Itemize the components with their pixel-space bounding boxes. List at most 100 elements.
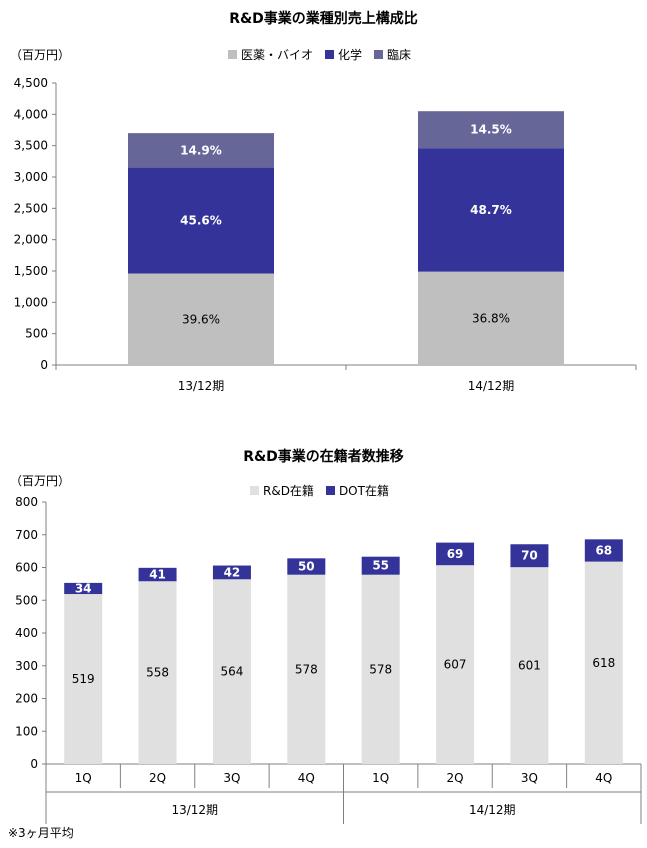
legend-label: 医薬・バイオ [241,48,314,62]
data-label: 34 [75,581,92,595]
x-tick-label: 14/12期 [468,379,515,393]
data-label: 607 [444,658,467,672]
y-tick-label: 300 [15,659,38,673]
x-tick-label: 4Q [595,771,612,785]
bar-segment [361,556,400,575]
data-label: 564 [220,665,243,679]
legend-swatch [325,486,335,495]
footnote: ※3ヶ月平均 [8,826,74,840]
bar-segment [510,567,549,764]
data-label: 558 [146,666,169,680]
x-tick-label: 2Q [149,771,166,785]
bar-segment [436,565,475,764]
legend-swatch [325,50,335,59]
x-tick-label: 13/12期 [178,379,225,393]
data-label: 55 [372,559,389,573]
data-label: 41 [149,568,166,582]
data-label: 601 [518,659,541,673]
data-label: 48.7% [470,203,512,217]
chart-title: R&D事業の業種別売上構成比 [229,11,418,27]
chart-plot: 0 500 1,000 1,500 2,000 2,500 3,000 3,500 4,000 4… [14,76,637,393]
legend-swatch [250,486,259,495]
bar-segment [287,574,326,764]
bar-segment [510,544,549,568]
bar-segment [418,148,564,272]
y-tick-label: 2,500 [14,201,48,215]
data-label: 578 [295,662,318,676]
legend-swatch [228,50,237,59]
bar-segment [287,558,326,575]
bar-segment [584,539,623,562]
y-tick-label: 4,000 [14,107,48,121]
data-label: 69 [447,547,464,561]
x-tick-label: 1Q [75,771,92,785]
bar-segment [212,565,251,580]
data-label: 42 [224,565,241,579]
bar-segment [212,579,251,764]
x-tick-label: 2Q [447,771,464,785]
data-label: 45.6% [180,214,222,228]
bar-segment [128,273,274,365]
y-tick-label: 4,500 [14,76,48,90]
legend-label: DOT在籍 [338,484,389,498]
y-unit-label: （百万円） [10,474,71,488]
y-tick-label: 0 [40,358,48,372]
headcount-chart: R&D事業の在籍者数推移 （百万円） R&D在籍 DOT在籍 0 100 200 30… [0,430,647,848]
y-tick-label: 200 [15,692,38,706]
y-tick-label: 3,000 [14,170,48,184]
bar-segment [418,271,564,365]
y-tick-label: 800 [15,495,38,509]
chart-plot: 0 100 200 300 400 500 600 700 800 519 34 1Q 558 41 2Q 5… [15,495,642,824]
data-label: 50 [298,560,315,574]
y-tick-label: 3,500 [14,139,48,153]
x-group-label: 14/12期 [469,803,516,817]
bar-segment [584,561,623,764]
bar-segment [128,133,274,168]
legend-item-chemistry: 化学 [325,46,362,63]
data-label: 519 [72,672,95,686]
legend-swatch [374,50,384,59]
y-tick-label: 0 [30,757,38,771]
y-tick-label: 700 [15,528,38,542]
y-unit-label: （百万円） [10,48,71,62]
data-label: 68 [595,543,612,557]
bar-segment [436,542,475,566]
y-tick-label: 500 [15,593,38,607]
legend-item-clinical: 臨床 [374,46,411,63]
data-label: 14.5% [470,123,512,137]
legend-label: 臨床 [387,48,412,62]
x-tick-label: 4Q [298,771,315,785]
data-label: 618 [592,656,615,670]
bar-segment [138,581,177,764]
y-tick-label: 2,000 [14,233,48,247]
legend-label: R&D在籍 [263,484,314,498]
y-tick-label: 1,000 [14,295,48,309]
bar-segment [361,574,400,764]
legend-item-rd: R&D在籍 [250,482,314,499]
bar-segment [64,594,103,764]
data-label: 70 [521,549,538,563]
legend: R&D在籍 DOT在籍 [250,482,389,499]
y-tick-label: 600 [15,561,38,575]
y-tick-label: 500 [25,327,48,341]
data-label: 36.8% [472,311,510,325]
x-tick-label: 3Q [223,771,240,785]
legend-item-dot: DOT在籍 [325,482,389,499]
data-label: 14.9% [180,143,222,157]
composition-chart: R&D事業の業種別売上構成比 （百万円） 医薬・バイオ 化学 臨床 0 500 1,… [0,0,647,410]
data-label: 39.6% [182,312,220,326]
bar-segment [138,567,177,582]
legend: 医薬・バイオ 化学 臨床 [228,46,411,63]
y-tick-label: 100 [15,724,38,738]
y-tick-label: 1,500 [14,264,48,278]
y-tick-label: 400 [15,626,38,640]
bar-segment [64,582,103,595]
legend-label: 化学 [338,48,363,62]
x-tick-label: 1Q [372,771,389,785]
bar-segment [128,167,274,274]
x-group-label: 13/12期 [171,803,218,817]
bar-segment [418,111,564,149]
x-tick-label: 3Q [521,771,538,785]
data-label: 578 [369,662,392,676]
chart-title: R&D事業の在籍者数推移 [243,449,404,465]
